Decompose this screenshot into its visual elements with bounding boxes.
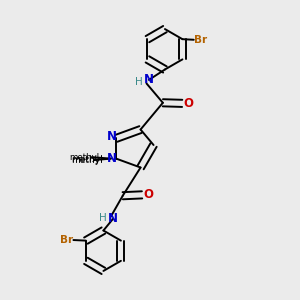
Text: O: O: [184, 97, 194, 110]
Text: N: N: [144, 74, 154, 86]
Text: N: N: [106, 130, 116, 143]
Text: methyl: methyl: [71, 156, 103, 165]
Text: methyl: methyl: [70, 153, 100, 162]
Text: O: O: [144, 188, 154, 201]
Text: H: H: [99, 213, 106, 223]
Text: Br: Br: [60, 235, 74, 245]
Text: Br: Br: [194, 35, 207, 45]
Text: H: H: [135, 77, 143, 87]
Text: N: N: [106, 152, 116, 165]
Text: N: N: [108, 212, 118, 225]
Text: methyl: methyl: [71, 155, 103, 164]
